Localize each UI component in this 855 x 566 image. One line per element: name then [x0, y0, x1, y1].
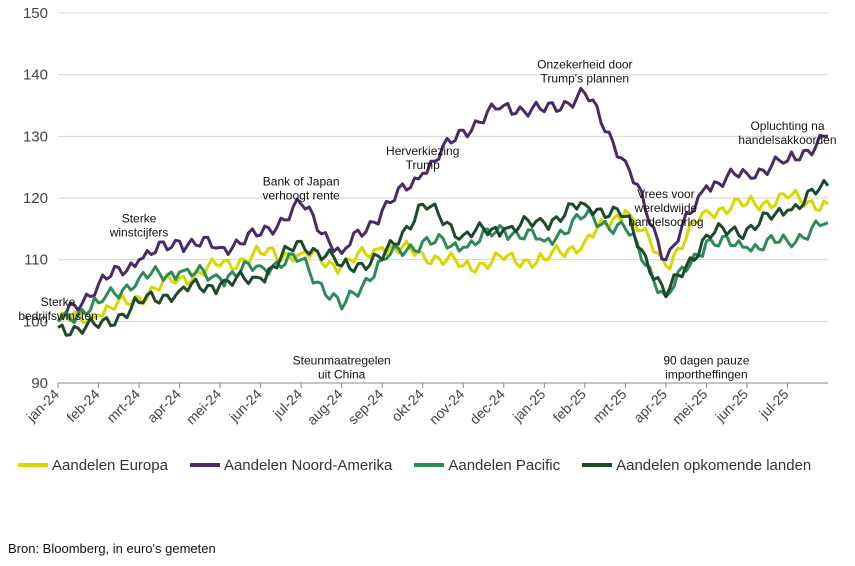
legend-label: Aandelen Pacific — [448, 456, 561, 474]
x-tick-label: jun-24 — [225, 386, 265, 426]
legend-item-3: Aandelen Pacific — [414, 454, 560, 476]
x-tick-label: sep-24 — [345, 386, 387, 428]
legend: Aandelen Europa Aandelen Noord-Amerika Aan… — [18, 454, 848, 476]
y-axis: 90 100 110 120 130 140 150 — [23, 5, 48, 392]
x-tick-label: jul-25 — [755, 386, 791, 422]
legend-item-1: Aandelen Europa — [18, 454, 168, 476]
annotations: Sterke bedrijfswinsten Sterke winstcijfers B… — [18, 58, 836, 382]
legend-item-2: Aandelen Noord-Amerika — [189, 454, 393, 476]
x-tick-label: aug-24 — [304, 386, 346, 428]
x-tick-label: mei-25 — [669, 386, 711, 428]
x-tick-label: jan-25 — [509, 386, 549, 426]
x-tick-label: okt-24 — [388, 386, 427, 425]
x-tick-label: jul-24 — [269, 386, 305, 422]
annotation-1: Sterke bedrijfswinsten — [18, 295, 97, 323]
annotation-4: Steunmaatregelen uit China — [293, 354, 391, 382]
x-tick-label: feb-25 — [550, 386, 590, 426]
x-tick-label: mei-24 — [183, 386, 225, 428]
y-tick-label: 140 — [23, 67, 48, 84]
annotation-9: Opluchting na handelsakkoorden — [738, 119, 836, 147]
annotation-5: Herverkiezing Trump — [386, 144, 459, 172]
series-lines — [56, 86, 830, 337]
y-tick-label: 110 — [24, 252, 48, 269]
y-tick-label: 130 — [23, 128, 48, 145]
legend-item-4: Aandelen opkomende landen — [582, 454, 811, 476]
x-tick-label: apr-25 — [630, 386, 670, 426]
legend-swatch — [582, 463, 613, 467]
annotation-7: Vrees voor wereldwijde handelsoorlog — [628, 187, 703, 229]
source-note: Bron: Bloomberg, in euro's gemeten — [8, 541, 216, 556]
legend-label: Aandelen opkomende landen — [616, 456, 812, 474]
x-tick-label: nov-24 — [426, 386, 468, 428]
x-tick-label: feb-24 — [63, 386, 103, 426]
legend-swatch — [414, 463, 445, 467]
annotation-2: Sterke winstcijfers — [109, 212, 169, 240]
series-line-1 — [56, 188, 829, 325]
legend-label: Aandelen Europa — [52, 456, 168, 474]
gridlines — [58, 12, 828, 384]
y-tick-label: 120 — [23, 190, 48, 207]
y-tick-label: 150 — [23, 5, 48, 22]
annotation-3: Bank of Japan verhoogt rente — [262, 175, 340, 203]
x-tick-label: mrt-24 — [103, 386, 143, 426]
x-tick-label: mrt-25 — [590, 386, 630, 426]
series-line-2 — [56, 86, 828, 323]
series-line-4 — [57, 179, 830, 337]
x-tick-label: dec-24 — [466, 386, 508, 428]
x-tick-label: jun-25 — [712, 386, 752, 426]
x-tick-label: apr-24 — [144, 386, 184, 426]
legend-label: Aandelen Noord-Amerika — [223, 456, 393, 474]
annotation-6: Onzekerheid door Trump's plannen — [537, 58, 632, 86]
y-tick-label: 100 — [23, 313, 48, 330]
legend-swatch — [18, 463, 48, 467]
y-tick-label: 90 — [31, 375, 48, 392]
annotation-8: 90 dagen pauze importheffingen — [663, 354, 749, 382]
line-chart: 90 100 110 120 130 140 150 jan-24 feb-24 mrt-24 a… — [18, 5, 836, 428]
legend-swatch — [189, 463, 220, 467]
